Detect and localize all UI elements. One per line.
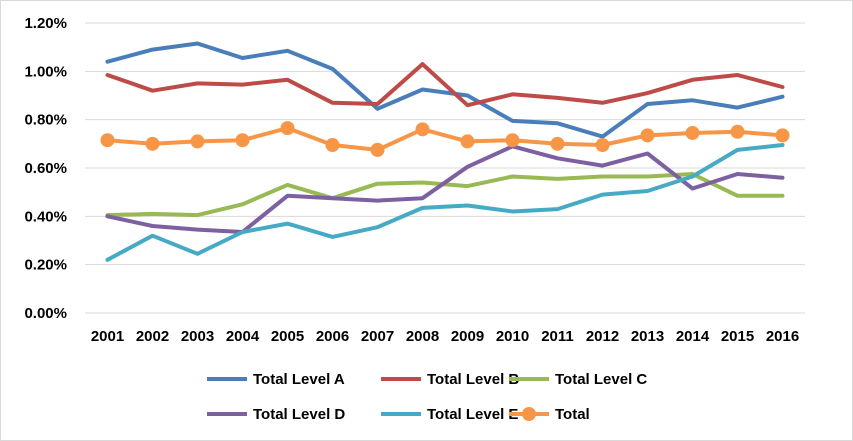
x-tick-label: 2012 bbox=[586, 328, 619, 345]
data-point bbox=[775, 128, 790, 143]
data-point bbox=[370, 142, 385, 157]
legend-label: Total Level E bbox=[427, 406, 518, 423]
series-total-level-a bbox=[105, 41, 785, 139]
data-point bbox=[145, 136, 160, 151]
legend-item: Total Level C bbox=[509, 371, 647, 388]
x-tick-label: 2004 bbox=[226, 328, 260, 345]
data-point bbox=[235, 133, 250, 148]
x-tick-label: 2001 bbox=[91, 328, 124, 345]
x-tick-label: 2009 bbox=[451, 328, 484, 345]
data-point bbox=[100, 133, 115, 148]
legend-item: Total Level B bbox=[381, 371, 519, 388]
y-tick-label: 1.20% bbox=[24, 15, 67, 32]
legend-item: Total Level E bbox=[381, 406, 518, 423]
y-tick-label: 0.20% bbox=[24, 257, 67, 274]
x-tick-label: 2016 bbox=[766, 328, 799, 345]
y-tick-label: 0.80% bbox=[24, 112, 67, 129]
x-tick-label: 2011 bbox=[541, 328, 574, 345]
y-tick-label: 0.00% bbox=[24, 305, 67, 322]
data-point bbox=[280, 121, 295, 136]
x-tick-label: 2010 bbox=[496, 328, 529, 345]
y-axis-ticks: 0.00% 0.20% 0.40% 0.60% 0.80% 1.00% 1.20% bbox=[24, 15, 67, 322]
series-line bbox=[105, 126, 785, 152]
legend-item: Total Level A bbox=[207, 371, 345, 388]
series-line bbox=[105, 41, 785, 139]
series-total-level-d bbox=[105, 144, 785, 234]
data-point bbox=[325, 138, 340, 153]
legend-label: Total Level B bbox=[427, 371, 519, 388]
legend-label: Total Level A bbox=[253, 371, 345, 388]
x-tick-label: 2008 bbox=[406, 328, 439, 345]
legend-label: Total Level C bbox=[555, 371, 647, 388]
data-point bbox=[640, 128, 655, 143]
series-line bbox=[105, 62, 785, 108]
x-tick-label: 2005 bbox=[271, 328, 304, 345]
data-point bbox=[460, 134, 475, 149]
gridlines bbox=[85, 22, 805, 314]
data-point bbox=[730, 124, 745, 139]
x-axis-ticks: 2001 2002 2003 2004 2005 2006 2007 2008 2009 2010… bbox=[91, 328, 799, 345]
x-tick-label: 2013 bbox=[631, 328, 664, 345]
data-point bbox=[190, 134, 205, 149]
series-line bbox=[105, 144, 785, 234]
series-lines bbox=[100, 41, 790, 262]
y-tick-label: 0.40% bbox=[24, 208, 67, 225]
series-total bbox=[100, 121, 790, 157]
y-tick-label: 1.00% bbox=[24, 63, 67, 80]
legend: Total Level A Total Level B Total Level C T… bbox=[207, 371, 647, 423]
data-point bbox=[505, 133, 520, 148]
x-tick-label: 2002 bbox=[136, 328, 169, 345]
series-total-level-b bbox=[105, 62, 785, 108]
y-tick-label: 0.60% bbox=[24, 160, 67, 177]
x-tick-label: 2014 bbox=[676, 328, 710, 345]
series-line bbox=[105, 143, 785, 262]
x-tick-label: 2007 bbox=[361, 328, 394, 345]
legend-label: Total bbox=[555, 406, 590, 423]
x-tick-label: 2003 bbox=[181, 328, 214, 345]
legend-label: Total Level D bbox=[253, 406, 345, 423]
x-tick-label: 2015 bbox=[721, 328, 754, 345]
series-total-level-e bbox=[105, 143, 785, 262]
x-tick-label: 2006 bbox=[316, 328, 349, 345]
legend-item: Total Level D bbox=[207, 406, 345, 423]
data-point bbox=[415, 122, 430, 137]
legend-item: Total bbox=[509, 406, 590, 423]
data-point bbox=[550, 136, 565, 151]
data-point bbox=[685, 125, 700, 140]
legend-marker bbox=[522, 407, 536, 421]
data-point bbox=[595, 138, 610, 153]
